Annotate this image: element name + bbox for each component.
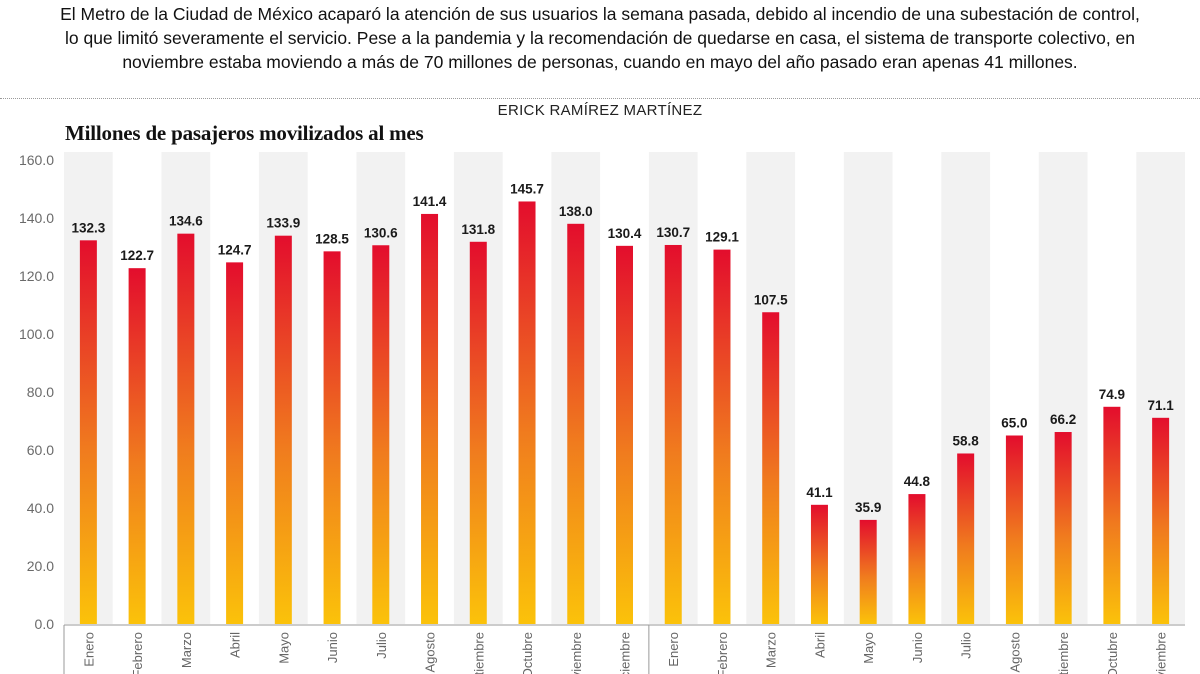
value-labels: 132.3 122.7 134.6 124.7 133.9 128.5 130.6 141.4… bbox=[71, 181, 1174, 514]
x-tick-label: Septiembre bbox=[471, 632, 486, 674]
x-tick-label: Noviembre bbox=[1154, 632, 1169, 674]
x-tick-label: Mayo bbox=[861, 632, 876, 664]
value-label: 74.9 bbox=[1099, 387, 1125, 402]
x-tick-label: Abril bbox=[812, 632, 827, 658]
value-label: 145.7 bbox=[510, 181, 544, 196]
intro-line-3: noviembre estaba moviendo a más de 70 mi… bbox=[122, 52, 1078, 72]
bar-9 bbox=[469, 241, 487, 624]
x-tick-label: Marzo bbox=[179, 632, 194, 668]
value-label: 141.4 bbox=[413, 194, 447, 209]
x-tick-label: Septiembre bbox=[1056, 632, 1071, 674]
x-tick-label: Enero bbox=[666, 632, 681, 667]
value-label: 133.9 bbox=[266, 216, 300, 231]
bar-18 bbox=[908, 494, 926, 624]
bar-22 bbox=[1103, 406, 1121, 624]
chart-title: Millones de pasajeros movilizados al mes bbox=[65, 121, 424, 145]
x-tick-label: Agosto bbox=[423, 632, 438, 672]
x-tick-label: Marzo bbox=[764, 632, 779, 668]
value-label: 107.5 bbox=[754, 292, 788, 307]
intro-paragraph: El Metro de la Ciudad de México acaparó … bbox=[0, 2, 1200, 74]
x-tick-label: Junio bbox=[910, 632, 925, 663]
x-tick-label: Abril bbox=[228, 632, 243, 658]
bar-2 bbox=[128, 268, 146, 624]
x-tick-label: Diciembre bbox=[618, 632, 633, 674]
bar-21 bbox=[1054, 432, 1072, 624]
bar-20 bbox=[1005, 435, 1023, 624]
y-tick-label: 0.0 bbox=[35, 616, 55, 632]
x-tick-label: Octubre bbox=[1105, 632, 1120, 674]
value-label: 58.8 bbox=[953, 433, 980, 448]
x-tick-label: Enero bbox=[81, 632, 96, 667]
y-tick-label: 60.0 bbox=[27, 442, 54, 458]
x-tick-label: Agosto bbox=[1007, 632, 1022, 672]
bar-7 bbox=[372, 245, 390, 624]
author-byline: ERICK RAMÍREZ MARTÍNEZ bbox=[497, 102, 703, 119]
value-label: 124.7 bbox=[218, 242, 252, 257]
value-label: 122.7 bbox=[120, 248, 154, 263]
intro-line-2: lo que limitó severamente el servicio. P… bbox=[64, 28, 1136, 48]
value-label: 132.3 bbox=[71, 220, 105, 235]
y-tick-label: 160.0 bbox=[19, 152, 54, 168]
bar-8 bbox=[421, 213, 439, 624]
bar-11 bbox=[567, 223, 585, 625]
x-tick-label: Febrero bbox=[715, 632, 730, 674]
bar-19 bbox=[957, 453, 975, 624]
y-axis: 0.0 20.0 40.0 60.0 80.0 100.0 120.0 140.0 160.0 bbox=[19, 152, 54, 632]
value-label: 65.0 bbox=[1001, 416, 1027, 431]
value-label: 134.6 bbox=[169, 214, 203, 229]
value-label: 71.1 bbox=[1147, 398, 1174, 413]
value-label: 41.1 bbox=[806, 485, 833, 500]
bar-13 bbox=[664, 244, 682, 624]
value-label: 44.8 bbox=[904, 474, 931, 489]
bar-16 bbox=[810, 504, 828, 624]
y-tick-label: 80.0 bbox=[27, 384, 54, 400]
value-label: 35.9 bbox=[855, 500, 881, 515]
dotted-divider bbox=[0, 98, 1200, 99]
bar-15 bbox=[762, 312, 780, 624]
y-tick-label: 100.0 bbox=[19, 326, 54, 342]
value-label: 128.5 bbox=[315, 231, 349, 246]
value-label: 130.4 bbox=[608, 226, 642, 241]
x-tick-label: Julio bbox=[959, 632, 974, 659]
bar-3 bbox=[177, 233, 195, 624]
x-tick-label: Febrero bbox=[130, 632, 145, 674]
y-tick-label: 140.0 bbox=[19, 210, 54, 226]
bar-1 bbox=[79, 240, 97, 624]
x-tick-label: Octubre bbox=[520, 632, 535, 674]
bar-17 bbox=[859, 519, 877, 624]
x-tick-label: Julio bbox=[374, 632, 389, 659]
value-label: 129.1 bbox=[705, 230, 739, 245]
value-label: 66.2 bbox=[1050, 412, 1076, 427]
value-label: 130.7 bbox=[656, 225, 690, 240]
x-axis: Enero Febrero Marzo Abril Mayo Junio Julio Agos… bbox=[63, 624, 1185, 674]
intro-line-1: El Metro de la Ciudad de México acaparó … bbox=[60, 4, 1140, 24]
bars bbox=[79, 201, 1170, 625]
x-tick-label: Junio bbox=[325, 632, 340, 663]
bar-10 bbox=[518, 201, 536, 624]
x-tick-label: Noviembre bbox=[569, 632, 584, 674]
bar-6 bbox=[323, 251, 341, 624]
y-tick-label: 40.0 bbox=[27, 500, 54, 516]
bar-23 bbox=[1152, 417, 1170, 624]
bar-12 bbox=[616, 245, 633, 624]
value-label: 131.8 bbox=[461, 222, 495, 237]
value-label: 138.0 bbox=[559, 204, 593, 219]
x-tick-label: Mayo bbox=[276, 632, 291, 664]
bar-4 bbox=[226, 262, 244, 624]
y-tick-label: 20.0 bbox=[27, 558, 54, 574]
bar-14 bbox=[713, 249, 731, 625]
y-tick-label: 120.0 bbox=[19, 268, 54, 284]
value-label: 130.6 bbox=[364, 225, 398, 240]
bar-5 bbox=[274, 235, 292, 624]
